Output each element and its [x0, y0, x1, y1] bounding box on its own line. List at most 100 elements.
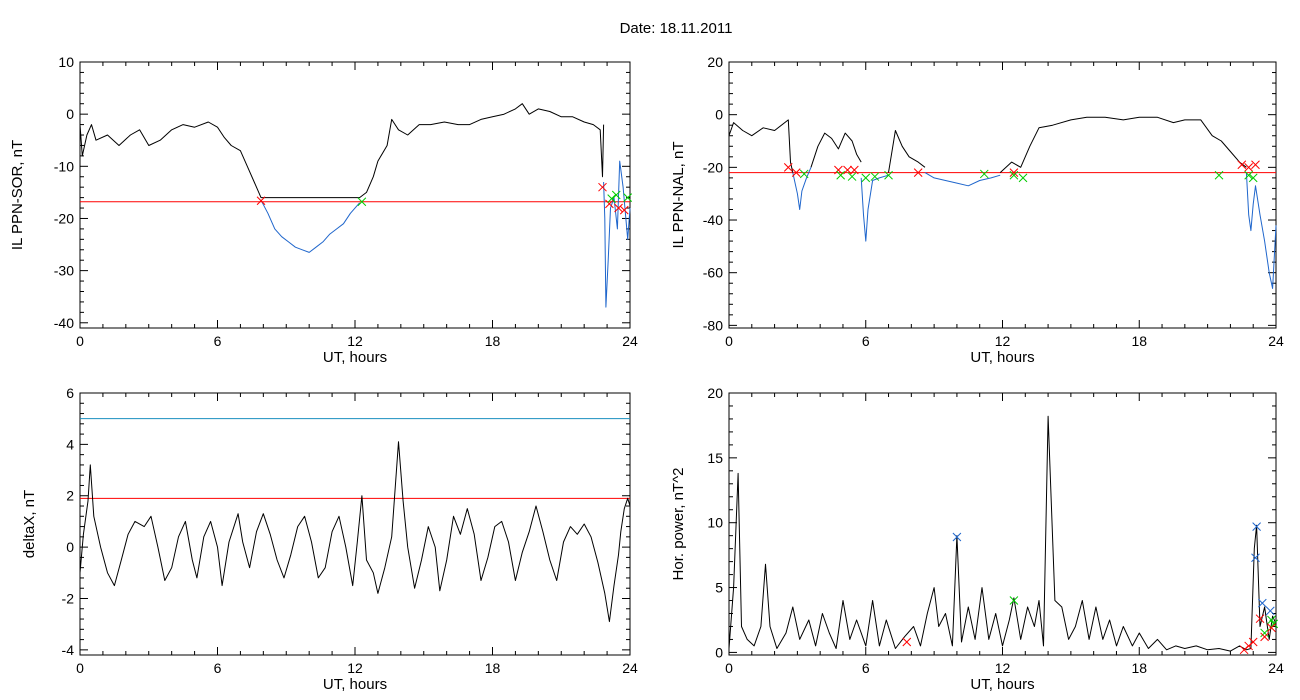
marker-blue [952, 532, 962, 542]
marker-green [884, 170, 893, 180]
x-tick-label: 6 [862, 333, 870, 349]
series-line-6 [924, 172, 1001, 187]
y-tick-label: 2 [66, 488, 74, 504]
y-tick-label: -20 [54, 210, 74, 226]
marker-red [1244, 162, 1254, 172]
y-tick-label: -4 [62, 642, 75, 658]
marker-red [1248, 637, 1258, 647]
x-axis-label: UT, hours [323, 676, 387, 693]
marker-red [1237, 160, 1247, 170]
marker-red [1267, 623, 1276, 633]
marker-red [1009, 168, 1019, 177]
series-line-1 [728, 119, 794, 173]
y-tick-label: -80 [703, 317, 723, 333]
y-tick-label: 0 [715, 107, 723, 123]
marker-green [979, 169, 989, 179]
x-tick-label: 12 [347, 660, 363, 676]
marker-red [1255, 614, 1265, 624]
x-axis-label: UT, hours [970, 676, 1034, 693]
marker-red [850, 165, 859, 175]
x-tick-label: 12 [995, 660, 1011, 676]
y-axis-label: IL PPN-SOR, nT [9, 140, 26, 250]
marker-red [783, 162, 793, 172]
marker-green [1248, 173, 1258, 183]
plot-frame [728, 61, 1277, 329]
y-tick-label: -40 [54, 315, 74, 331]
x-tick-label: 24 [622, 333, 638, 349]
y-tick-label: 0 [715, 644, 723, 660]
y-tick-label: 20 [707, 54, 723, 70]
marker-green [1269, 619, 1279, 629]
y-axis-label: IL PPN-NAL, nT [670, 142, 687, 249]
plot-frame [79, 392, 631, 656]
marker-green [1260, 628, 1269, 638]
marker-green [1267, 615, 1276, 625]
series-line-1 [79, 441, 631, 623]
marker-green [861, 173, 871, 183]
marker-green [870, 172, 880, 181]
marker-blue [1265, 606, 1275, 616]
series-line-1 [728, 415, 1277, 652]
marker-red [834, 165, 843, 175]
x-tick-label: 0 [76, 660, 84, 676]
series-line-1 [79, 103, 605, 199]
marker-green [799, 169, 809, 179]
y-axis-label: deltaX, nT [21, 490, 38, 558]
series-line-5 [888, 130, 926, 173]
x-tick-label: 12 [347, 333, 363, 349]
y-tick-label: -2 [62, 590, 75, 606]
y-tick-label: 5 [715, 580, 723, 596]
marker-red [791, 168, 801, 177]
marker-red [256, 196, 266, 206]
marker-red [902, 637, 912, 647]
x-tick-label: 24 [622, 660, 638, 676]
y-tick-label: 6 [66, 385, 74, 401]
series-line-3 [603, 160, 631, 308]
marker-green [847, 172, 857, 181]
y-tick-label: -40 [703, 212, 723, 228]
series-line-2 [792, 167, 812, 210]
x-tick-label: 6 [214, 333, 222, 349]
marker-green [1214, 170, 1224, 180]
y-tick-label: 15 [707, 450, 723, 466]
x-axis-label: UT, hours [323, 349, 387, 366]
x-tick-label: 6 [214, 660, 222, 676]
marker-red [843, 165, 852, 175]
plot-frame [728, 392, 1277, 656]
marker-red [913, 168, 923, 177]
marker-blue [1251, 553, 1260, 563]
marker-red [614, 203, 623, 213]
x-axis-label: UT, hours [970, 349, 1034, 366]
y-tick-label: -30 [54, 263, 74, 279]
x-tick-label: 6 [862, 660, 870, 676]
marker-green [1009, 170, 1019, 180]
x-tick-label: 18 [485, 660, 501, 676]
plot-frame [79, 61, 631, 329]
y-tick-label: 4 [66, 436, 74, 452]
x-tick-label: 0 [725, 333, 733, 349]
series-line-3 [810, 132, 862, 168]
y-tick-label: -20 [703, 159, 723, 175]
marker-green [1244, 170, 1254, 180]
marker-blue [1252, 522, 1261, 531]
marker-red [598, 182, 607, 192]
marker-red [619, 205, 629, 215]
marker-green [357, 197, 367, 207]
marker-green [623, 193, 633, 202]
marker-green [1009, 596, 1019, 605]
chart-panel-2: 0 6 12 18 24 -80 -60 -40 -20 0 20 UT, hours IL PPN-N… [670, 54, 1284, 366]
marker-red [1260, 632, 1269, 642]
x-tick-label: 18 [1131, 660, 1147, 676]
marker-green [611, 190, 621, 200]
y-tick-label: 10 [58, 54, 74, 70]
chart-panel-1: 0 6 12 18 24 -40 -30 -20 -10 0 10 UT, hours IL PPN-S… [9, 54, 638, 366]
marker-red [605, 199, 614, 209]
y-tick-label: 0 [66, 539, 74, 555]
x-tick-label: 18 [1131, 333, 1147, 349]
series-line-2 [260, 199, 360, 253]
marker-green [1018, 173, 1028, 183]
series-line-4 [860, 174, 889, 242]
x-tick-label: 0 [725, 660, 733, 676]
